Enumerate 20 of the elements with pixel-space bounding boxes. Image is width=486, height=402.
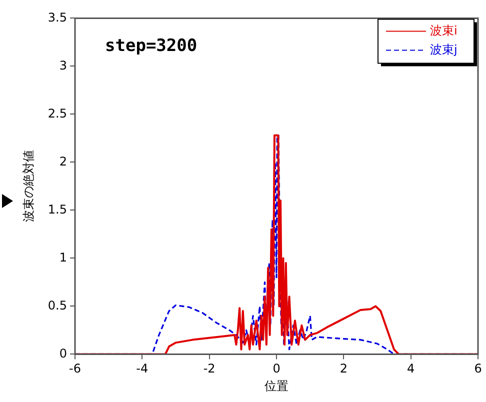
y-tick-label: 1 [59,250,67,264]
legend-label: 波束i [430,23,458,38]
y-tick-label: 3 [59,58,67,72]
x-tick-label: 6 [474,362,482,376]
x-tick-label: -2 [203,362,216,376]
y-tick-label: 2.5 [48,106,67,120]
legend-label: 波束j [430,42,458,56]
y-axis-title: 波束の絶対値 [21,150,36,222]
y-tick-label: 0.5 [48,298,67,312]
x-tick-label: -4 [136,362,148,376]
x-tick-label: 4 [407,362,415,376]
x-axis-title: 位置 [264,378,288,393]
y-tick-label: 2 [59,154,67,168]
x-tick-label: 2 [340,362,348,376]
y-tick-label: 0 [59,346,67,360]
x-tick-label: 0 [272,362,280,376]
y-tick-label: 1.5 [48,202,67,216]
y-tick-label: 3.5 [48,10,67,24]
annotation: step=3200 [105,36,198,56]
x-tick-label: -6 [69,362,81,376]
